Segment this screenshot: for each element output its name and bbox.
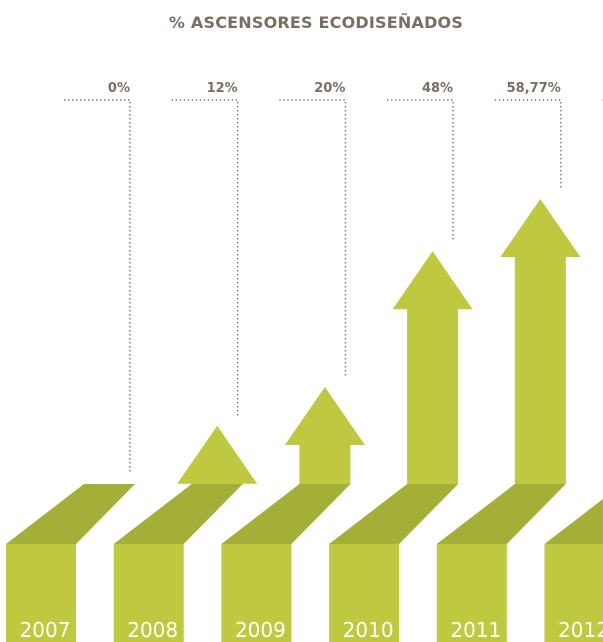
arrow-bar bbox=[284, 387, 365, 484]
year-labels: 2007 2008 2009 2010 2011 2012 bbox=[20, 618, 603, 642]
arrow-stub bbox=[329, 544, 400, 642]
leader-line bbox=[494, 99, 562, 189]
year-label: 2010 bbox=[343, 618, 394, 642]
leader-line bbox=[171, 99, 239, 416]
arrow-band bbox=[113, 484, 243, 544]
value-label: 58,77% bbox=[507, 81, 561, 96]
arrow-bar bbox=[392, 251, 473, 484]
year-label: 2009 bbox=[235, 618, 286, 642]
arrow-bar bbox=[177, 425, 258, 484]
arrow-bar bbox=[500, 198, 581, 484]
value-label: 12% bbox=[207, 81, 238, 96]
leader-line bbox=[387, 99, 454, 242]
arrow-stub bbox=[113, 544, 184, 642]
chart-title: % ASCENSORES ECODISEÑADOS bbox=[169, 13, 463, 32]
leader-line bbox=[279, 99, 347, 377]
leader-line bbox=[64, 99, 131, 474]
year-label: 2007 bbox=[20, 618, 71, 642]
arrow-band bbox=[544, 499, 603, 544]
year-label: 2011 bbox=[450, 618, 501, 642]
arrow-stub bbox=[436, 544, 507, 642]
arrow-band bbox=[221, 484, 351, 544]
year-label: 2008 bbox=[127, 618, 178, 642]
arrow-band bbox=[436, 484, 566, 544]
year-label: 2012 bbox=[558, 618, 603, 642]
arrow-band bbox=[6, 484, 135, 544]
value-label: 0% bbox=[108, 81, 130, 96]
arrow-stub bbox=[221, 544, 292, 642]
value-label: 20% bbox=[314, 81, 345, 96]
arrow-band bbox=[329, 484, 459, 544]
value-labels: 0%12%20%48%58,77%61,29% bbox=[108, 81, 561, 96]
arrow-stub bbox=[544, 544, 603, 642]
leader-lines bbox=[64, 99, 603, 474]
arrow-stub bbox=[6, 544, 76, 642]
arrow-bars bbox=[6, 198, 603, 642]
value-label: 48% bbox=[422, 81, 453, 96]
